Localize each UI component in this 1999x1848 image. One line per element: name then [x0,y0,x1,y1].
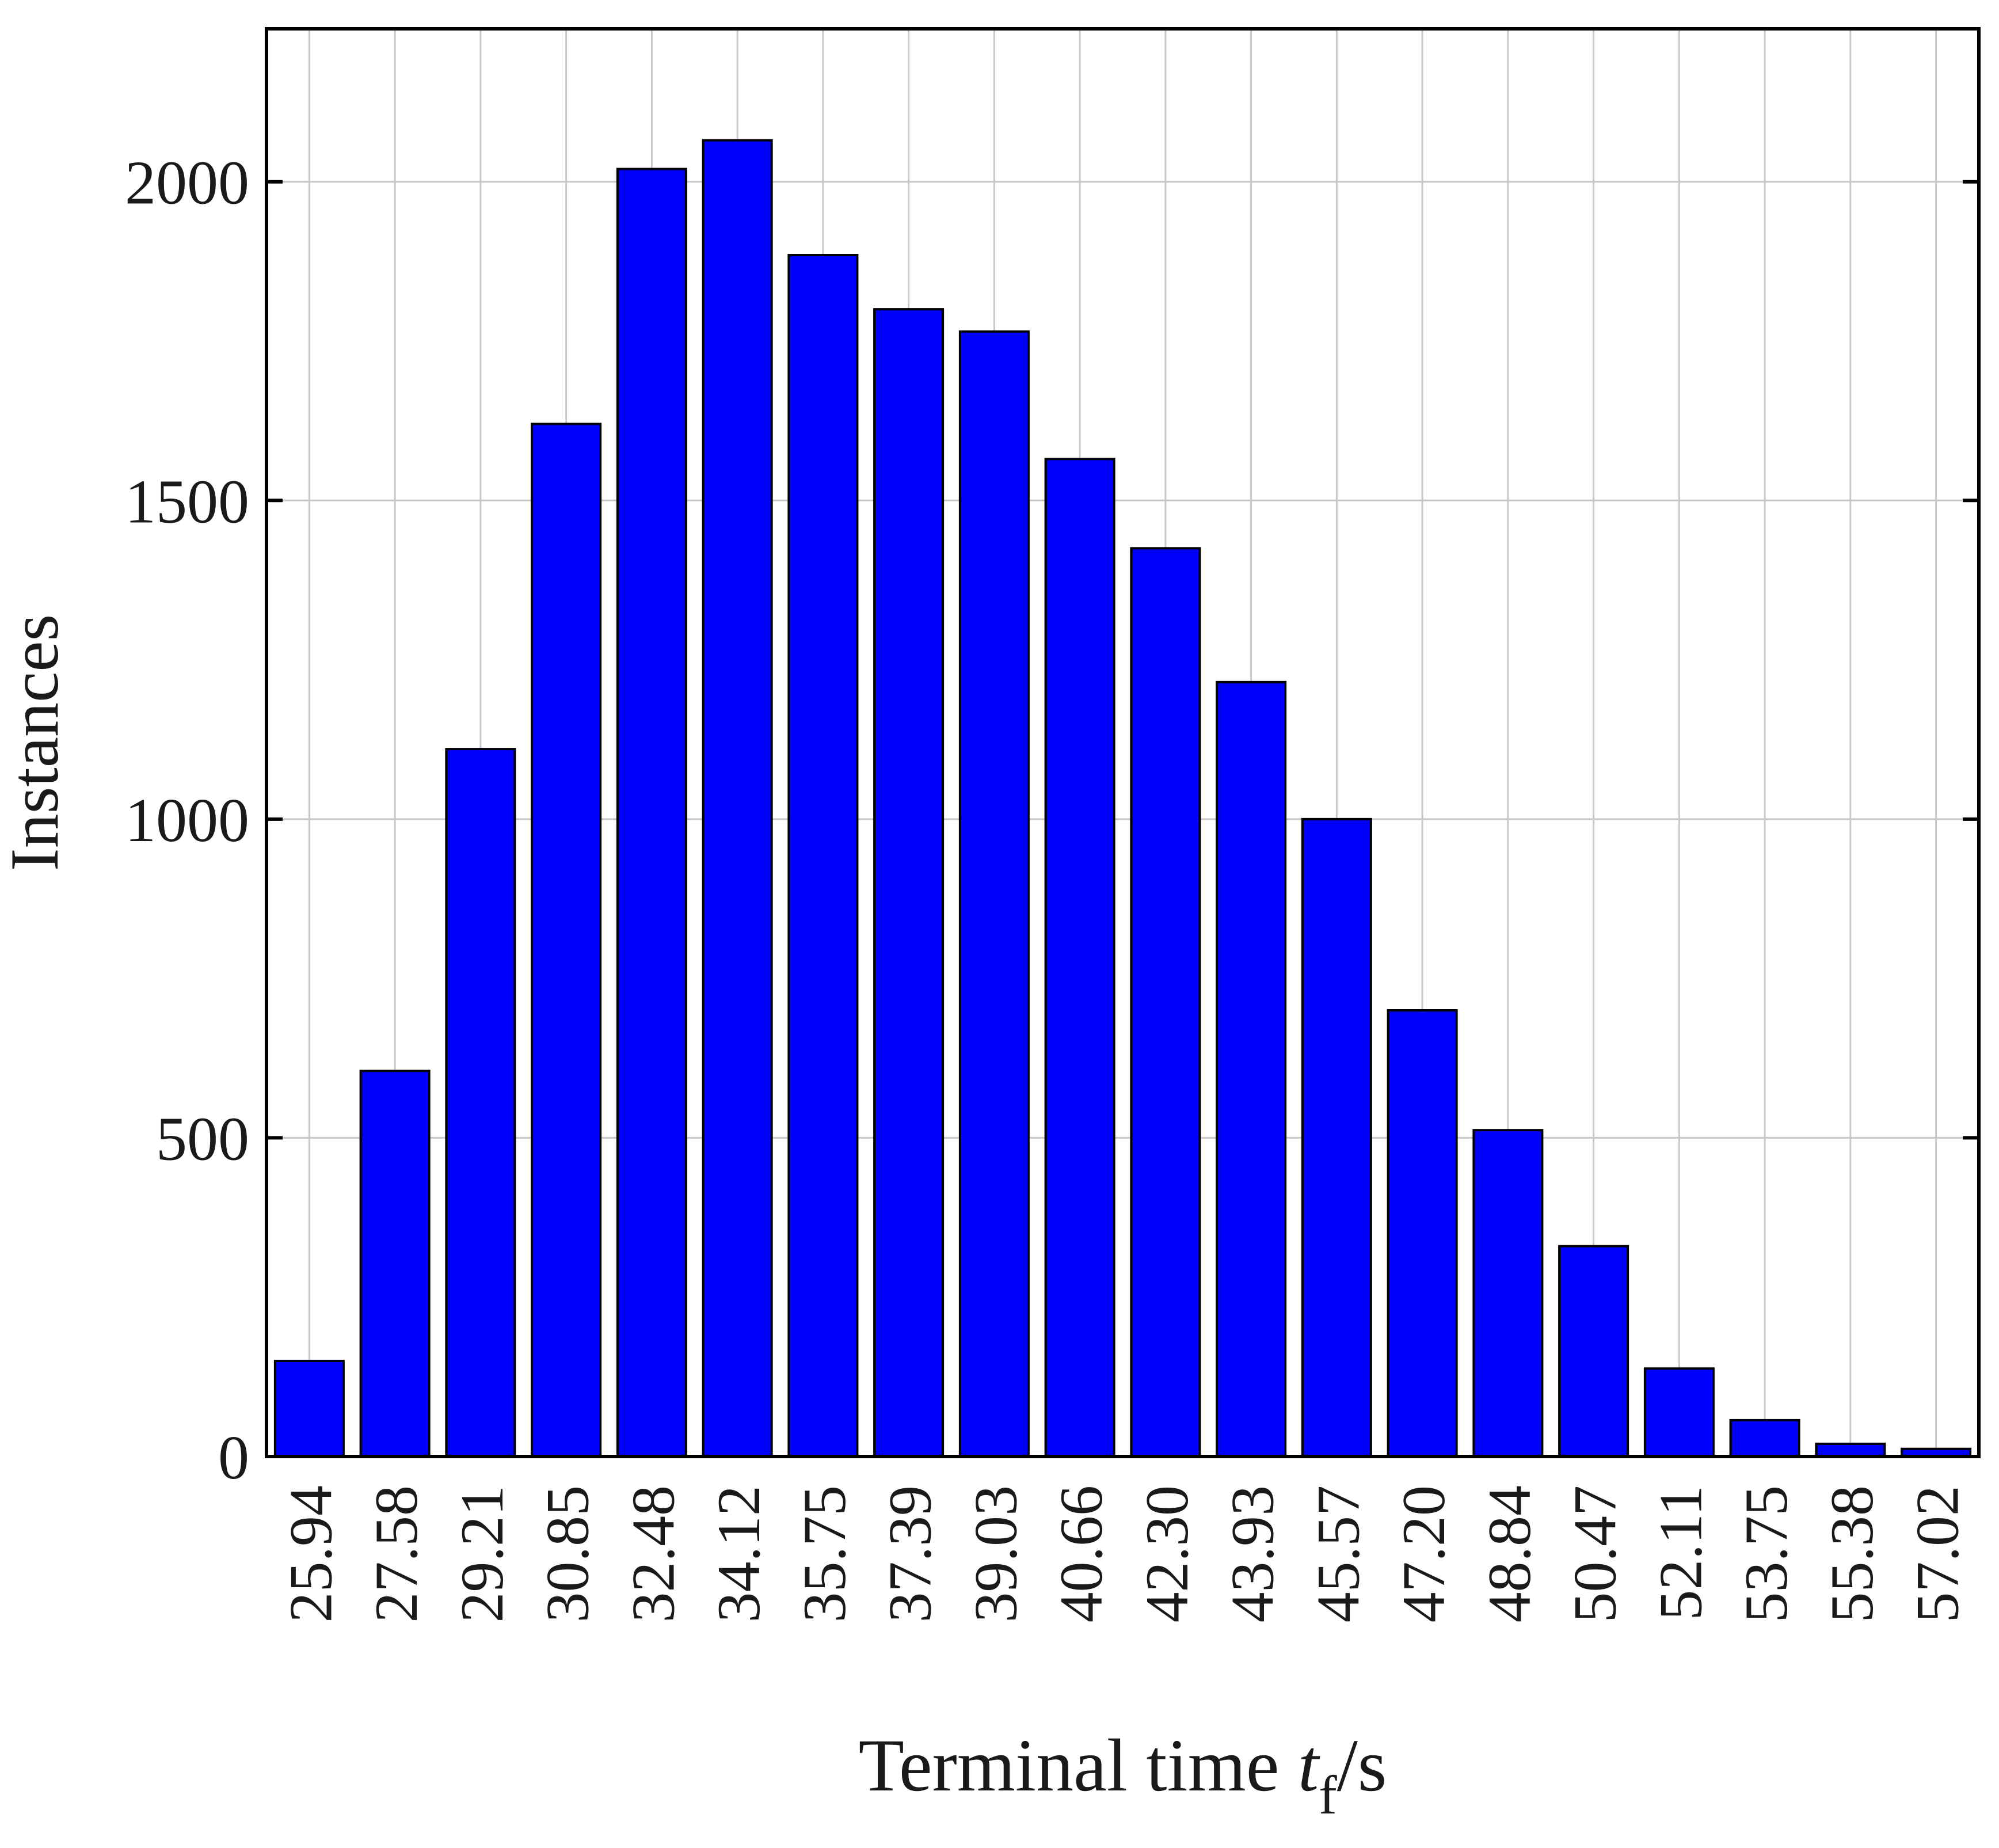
x-tick-label: 37.39 [877,1485,944,1623]
y-tick-label: 500 [156,1105,249,1173]
axis-ticks [266,180,1979,1458]
y-tick-label: 1000 [125,786,249,855]
bar [531,423,602,1458]
x-tick-label: 39.03 [962,1485,1029,1623]
grid [266,29,1979,1458]
bar [273,1359,345,1458]
y-tick-label: 0 [218,1424,249,1492]
bar [359,1070,431,1458]
x-tick-label: 53.75 [1733,1485,1800,1623]
x-tick-label: 52.11 [1647,1485,1714,1621]
x-axis-label-var: t [1298,1724,1320,1807]
x-tick-label: 29.21 [448,1485,516,1623]
x-tick-label: 43.93 [1219,1485,1286,1623]
bar [873,308,945,1458]
bar [702,139,773,1458]
x-tick-label: 25.94 [277,1485,344,1623]
x-tick-label: 35.75 [791,1485,858,1623]
bar [1044,458,1115,1458]
x-tick-label: 47.20 [1390,1485,1457,1623]
bar [1130,547,1201,1458]
bar [958,330,1030,1458]
bar [1387,1009,1458,1458]
x-tick-label: 48.84 [1476,1485,1543,1623]
x-tick-label: 32.48 [619,1485,687,1623]
x-axis-label-sub: f [1319,1765,1337,1826]
bar [1643,1367,1715,1458]
bar [1472,1129,1544,1458]
x-tick-label: 42.30 [1133,1485,1201,1623]
bar [445,748,516,1458]
x-tick-label: 45.57 [1304,1485,1372,1623]
x-tick-label: 34.12 [705,1485,772,1623]
bars [273,139,1972,1458]
bar [1558,1245,1629,1458]
x-axis-label-unit: /s [1337,1724,1387,1807]
x-tick-label: 30.85 [534,1485,601,1623]
bar [1729,1419,1800,1458]
y-axis-label: Instances [0,614,73,871]
x-tick-label: 27.58 [363,1485,430,1623]
x-tick-label: 55.38 [1818,1485,1886,1623]
y-tick-label: 1500 [125,467,249,536]
x-tick-label: 50.47 [1562,1485,1629,1623]
bar [616,168,687,1458]
bar [1301,817,1372,1458]
y-tick-labels: 0 500 1000 1500 2000 [125,149,249,1492]
bar [787,254,859,1458]
x-axis-label-main: Terminal time [859,1724,1298,1807]
x-tick-labels: 25.94 27.58 29.21 30.85 32.48 34.12 35.75 37.39… [277,1485,1971,1623]
y-tick-label: 2000 [125,149,249,218]
bar [1216,680,1287,1458]
bar [1815,1442,1886,1458]
x-tick-label: 57.02 [1904,1485,1971,1623]
x-tick-label: 40.66 [1048,1485,1115,1623]
plot-frame [265,27,1981,1458]
x-axis-label: Terminal time tf/s [859,1724,1387,1826]
